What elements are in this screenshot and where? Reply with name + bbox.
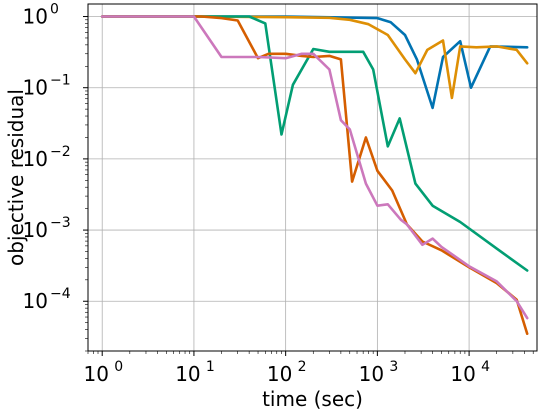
x-tick-exponent: 1: [206, 359, 215, 375]
series-line-4: [100, 15, 529, 336]
y-tick-exponent: −1: [50, 73, 71, 89]
series-line-3: [100, 15, 529, 272]
y-tick-exponent: −2: [50, 144, 71, 160]
series-line-1: [100, 15, 529, 110]
x-tick-label: 10: [450, 362, 475, 386]
x-tick-label: 10: [359, 362, 384, 386]
y-tick-label: 10: [23, 218, 48, 242]
y-tick-label: 10: [23, 76, 48, 100]
x-tick-label: 10: [267, 362, 292, 386]
y-tick-label: 10: [23, 5, 48, 29]
y-tick-exponent: −3: [50, 215, 71, 231]
series-line-2: [100, 15, 529, 100]
y-tick-label: 10: [23, 289, 48, 313]
x-tick-exponent: 2: [298, 359, 307, 375]
x-tick-exponent: 3: [389, 359, 398, 375]
x-axis-label: time (sec): [262, 387, 363, 410]
y-tick-exponent: −4: [50, 286, 71, 302]
y-tick-label: 10: [23, 147, 48, 171]
y-axis-label: objective residual: [4, 89, 28, 266]
x-tick-exponent: 4: [481, 359, 490, 375]
x-tick-label: 10: [83, 362, 108, 386]
y-tick-exponent: 0: [50, 2, 59, 18]
series-line-5: [100, 15, 529, 320]
x-tick-label: 10: [175, 362, 200, 386]
plot-frame: [87, 3, 538, 352]
series-layer: [100, 15, 529, 336]
ticks: [83, 16, 534, 356]
tick-labels: 10 0 10 1 10 2 10 3 10 410 010 −110 −210 −310 −4: [23, 2, 491, 386]
x-tick-exponent: 0: [114, 359, 123, 375]
